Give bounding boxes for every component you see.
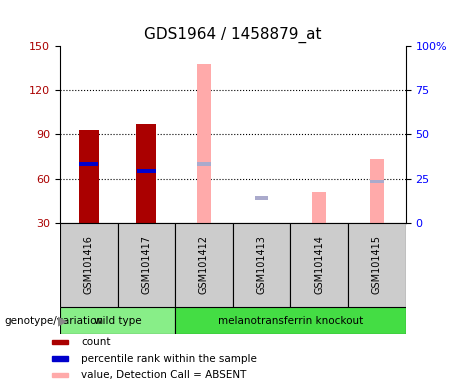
Bar [137, 169, 156, 173]
Text: GSM101415: GSM101415 [372, 235, 382, 295]
Text: GSM101416: GSM101416 [84, 235, 94, 295]
Bar [175, 307, 406, 334]
Bar [197, 64, 211, 223]
Bar [233, 223, 290, 307]
Bar [79, 162, 98, 166]
Title: GDS1964 / 1458879_at: GDS1964 / 1458879_at [144, 27, 322, 43]
Bar [60, 307, 175, 334]
Text: percentile rank within the sample: percentile rank within the sample [81, 354, 257, 364]
Bar [52, 373, 68, 377]
Text: value, Detection Call = ABSENT: value, Detection Call = ABSENT [81, 370, 247, 380]
Bar [197, 162, 211, 166]
Text: GSM101412: GSM101412 [199, 235, 209, 295]
Bar [348, 223, 406, 307]
Bar [136, 124, 156, 223]
Text: genotype/variation: genotype/variation [5, 316, 104, 326]
Text: ▶: ▶ [58, 314, 67, 327]
Text: GSM101417: GSM101417 [142, 235, 151, 295]
Text: wild type: wild type [94, 316, 142, 326]
Text: GSM101413: GSM101413 [257, 235, 266, 295]
Bar [290, 223, 348, 307]
Bar [52, 356, 68, 361]
Text: GSM101414: GSM101414 [314, 235, 324, 295]
Bar [79, 130, 99, 223]
Bar [52, 340, 68, 344]
Bar [175, 223, 233, 307]
Bar [118, 223, 175, 307]
Bar [60, 223, 118, 307]
Text: count: count [81, 337, 111, 347]
Bar [255, 196, 268, 200]
Bar [370, 159, 384, 223]
Bar [312, 192, 326, 223]
Bar [370, 180, 384, 183]
Text: melanotransferrin knockout: melanotransferrin knockout [218, 316, 363, 326]
